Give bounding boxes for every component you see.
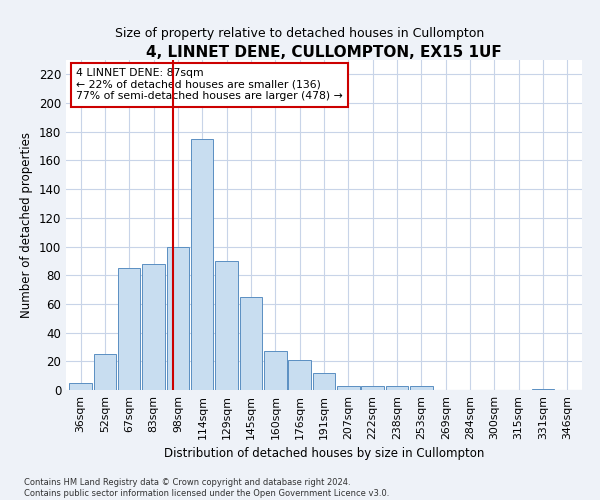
Bar [337, 386, 359, 390]
Bar [313, 373, 335, 390]
Bar [70, 383, 92, 390]
Bar [142, 264, 165, 390]
Bar [94, 354, 116, 390]
Title: 4, LINNET DENE, CULLOMPTON, EX15 1UF: 4, LINNET DENE, CULLOMPTON, EX15 1UF [146, 45, 502, 60]
Bar [240, 296, 262, 390]
Bar [118, 268, 140, 390]
Y-axis label: Number of detached properties: Number of detached properties [20, 132, 33, 318]
Text: Contains HM Land Registry data © Crown copyright and database right 2024.
Contai: Contains HM Land Registry data © Crown c… [24, 478, 389, 498]
Bar [215, 261, 238, 390]
Bar [532, 388, 554, 390]
Text: 4 LINNET DENE: 87sqm
← 22% of detached houses are smaller (136)
77% of semi-deta: 4 LINNET DENE: 87sqm ← 22% of detached h… [76, 68, 343, 102]
Bar [410, 386, 433, 390]
Bar [264, 352, 287, 390]
Bar [361, 386, 384, 390]
X-axis label: Distribution of detached houses by size in Cullompton: Distribution of detached houses by size … [164, 448, 484, 460]
Bar [167, 246, 189, 390]
Bar [289, 360, 311, 390]
Bar [386, 386, 408, 390]
Text: Size of property relative to detached houses in Cullompton: Size of property relative to detached ho… [115, 28, 485, 40]
Bar [191, 139, 214, 390]
